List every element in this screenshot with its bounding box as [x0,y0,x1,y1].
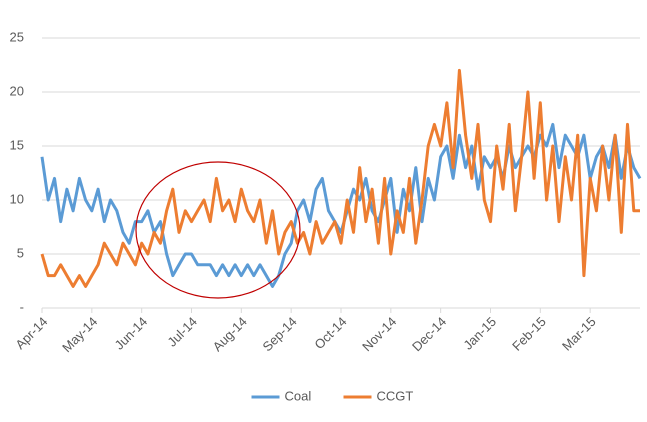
x-tick-label: Jan-15 [460,314,499,353]
x-tick-label: May-14 [59,314,100,355]
line-series [40,122,642,288]
y-tick-label: 25 [10,29,24,44]
line-series [40,68,640,288]
x-tick-label: Mar-15 [559,314,599,354]
x-tick-label: Dec-14 [409,314,449,354]
x-tick-label: Jul-14 [164,314,200,350]
y-tick-label: 20 [10,83,24,98]
x-tick-label: Apr-14 [12,314,50,352]
x-tick-label: Feb-15 [509,314,549,354]
x-tick-label: Oct-14 [311,314,349,352]
legend-label: CCGT [377,388,414,403]
y-tick-label: - [20,299,24,314]
highlight-circle [135,161,301,299]
legend-label: Coal [285,388,312,403]
x-tick-label: Nov-14 [359,314,399,354]
x-tick-label: Sep-14 [259,314,299,354]
y-tick-label: 15 [10,137,24,152]
x-tick-label: Aug-14 [210,314,250,354]
x-tick-label: Jun-14 [112,314,151,353]
y-tick-label: 10 [10,191,24,206]
y-tick-label: 5 [17,245,24,260]
